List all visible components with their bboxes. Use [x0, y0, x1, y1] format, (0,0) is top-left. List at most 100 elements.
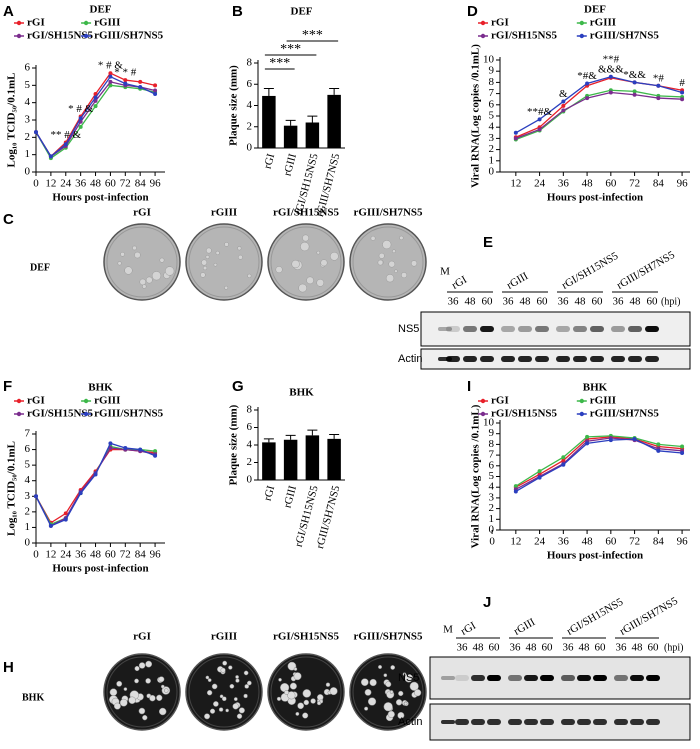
- x-tick-label: 84: [653, 536, 665, 548]
- data-point: [680, 450, 685, 455]
- data-point: [48, 154, 53, 159]
- data-point: [537, 127, 542, 132]
- legend-label: rGIII: [94, 395, 120, 407]
- plaque: [201, 259, 208, 266]
- plaque: [204, 713, 211, 720]
- legend-label: rGIII/SH7NS5: [94, 408, 164, 420]
- chart-title: DEF: [584, 4, 606, 16]
- data-point: [78, 116, 83, 121]
- data-point: [123, 78, 128, 83]
- plaque: [414, 689, 422, 697]
- panel-letter: A: [3, 3, 14, 20]
- y-axis-label: Log₁₀ TCID₅₀/0.1mL: [6, 441, 18, 536]
- time-label: 60: [542, 642, 554, 654]
- plaque: [287, 691, 296, 700]
- plaque: [300, 241, 310, 252]
- data-point: [123, 81, 128, 86]
- x-tick-label: 48: [582, 178, 594, 190]
- y-tick-label: 1: [489, 513, 495, 525]
- x-tick-label: 12: [510, 178, 521, 190]
- plaque: [142, 284, 147, 289]
- time-label: 60: [489, 642, 501, 654]
- y-tick-label: 0: [489, 166, 495, 178]
- plate-rim: [352, 226, 424, 298]
- plaque: [116, 680, 123, 687]
- y-axis-label: Log₁₀ TCID₅₀/0.1mL: [6, 73, 18, 168]
- plaque: [316, 701, 322, 706]
- plaque: [213, 262, 218, 267]
- band: [573, 326, 587, 332]
- legend-marker: [579, 398, 584, 404]
- y-tick-label: 7: [489, 449, 495, 461]
- series-line: [35, 445, 156, 526]
- legend-marker: [579, 20, 584, 26]
- plate-label: rGI/SH15NS5: [273, 631, 340, 643]
- plate-rim: [352, 656, 424, 728]
- plaque: [218, 707, 224, 712]
- plaque: [238, 707, 245, 714]
- group-label: rGI/SH15NS5: [560, 250, 621, 292]
- bar: [305, 435, 320, 480]
- error-bar: [263, 438, 274, 443]
- plaque: [151, 271, 162, 281]
- plaque: [370, 235, 376, 241]
- y-tick-label: 4: [25, 96, 31, 108]
- y-tick-label: 4: [489, 481, 495, 493]
- x-tick-label: 36: [75, 549, 87, 561]
- series-line: [35, 448, 156, 524]
- plaque: [224, 285, 229, 290]
- plaque: [207, 678, 212, 683]
- legend-marker: [83, 411, 89, 417]
- panel-letter: J: [483, 594, 491, 611]
- plaque: [119, 698, 128, 707]
- x-tick-label: 24: [60, 549, 72, 561]
- plaque: [205, 247, 212, 254]
- plaque: [224, 242, 229, 247]
- y-tick-label: 9: [489, 427, 495, 439]
- plaque: [246, 680, 252, 686]
- plaque: [390, 665, 396, 670]
- data-point: [656, 442, 661, 447]
- plate-label: rGIII/SH7NS5: [353, 207, 423, 219]
- series-line: [35, 447, 156, 527]
- y-tick-label: 4: [25, 474, 31, 486]
- legend-marker: [16, 20, 22, 26]
- band: [630, 719, 644, 725]
- band: [501, 356, 515, 362]
- plaque: [238, 254, 243, 260]
- row-label: Actin: [398, 353, 422, 365]
- x-tick-label: 84: [135, 549, 147, 561]
- significance-label: &: [559, 88, 568, 100]
- y-tick-label: 7: [489, 87, 495, 99]
- legend-label: rGI/SH15NS5: [491, 30, 558, 42]
- x-tick-label: 72: [120, 178, 131, 190]
- significance-label: &&&: [598, 63, 624, 75]
- plaque: [243, 670, 249, 676]
- legend-label: rGIII: [94, 17, 120, 29]
- band: [573, 356, 587, 362]
- legend-marker: [480, 411, 486, 417]
- plaque: [291, 259, 300, 269]
- band: [540, 719, 554, 725]
- band: [471, 675, 485, 681]
- x-axis-label: Hours post-infection: [52, 192, 148, 204]
- y-tick-label: 5: [489, 110, 495, 122]
- plaque: [160, 684, 165, 689]
- data-point: [153, 88, 158, 93]
- data-point: [78, 124, 83, 129]
- data-point: [632, 92, 637, 97]
- x-tick-label: 60: [105, 549, 117, 561]
- plaque: [360, 678, 369, 687]
- data-point: [108, 79, 113, 84]
- x-tick-label: 0: [489, 536, 495, 548]
- plaque: [113, 702, 121, 710]
- data-point: [138, 79, 143, 84]
- band: [446, 326, 460, 332]
- plaque: [389, 690, 394, 694]
- y-tick-label: 8: [489, 76, 495, 88]
- plaque: [225, 708, 229, 713]
- plaque: [409, 681, 419, 691]
- plaque: [298, 283, 307, 293]
- x-tick-label: 0: [33, 549, 39, 561]
- plate-label: rGI: [133, 207, 151, 219]
